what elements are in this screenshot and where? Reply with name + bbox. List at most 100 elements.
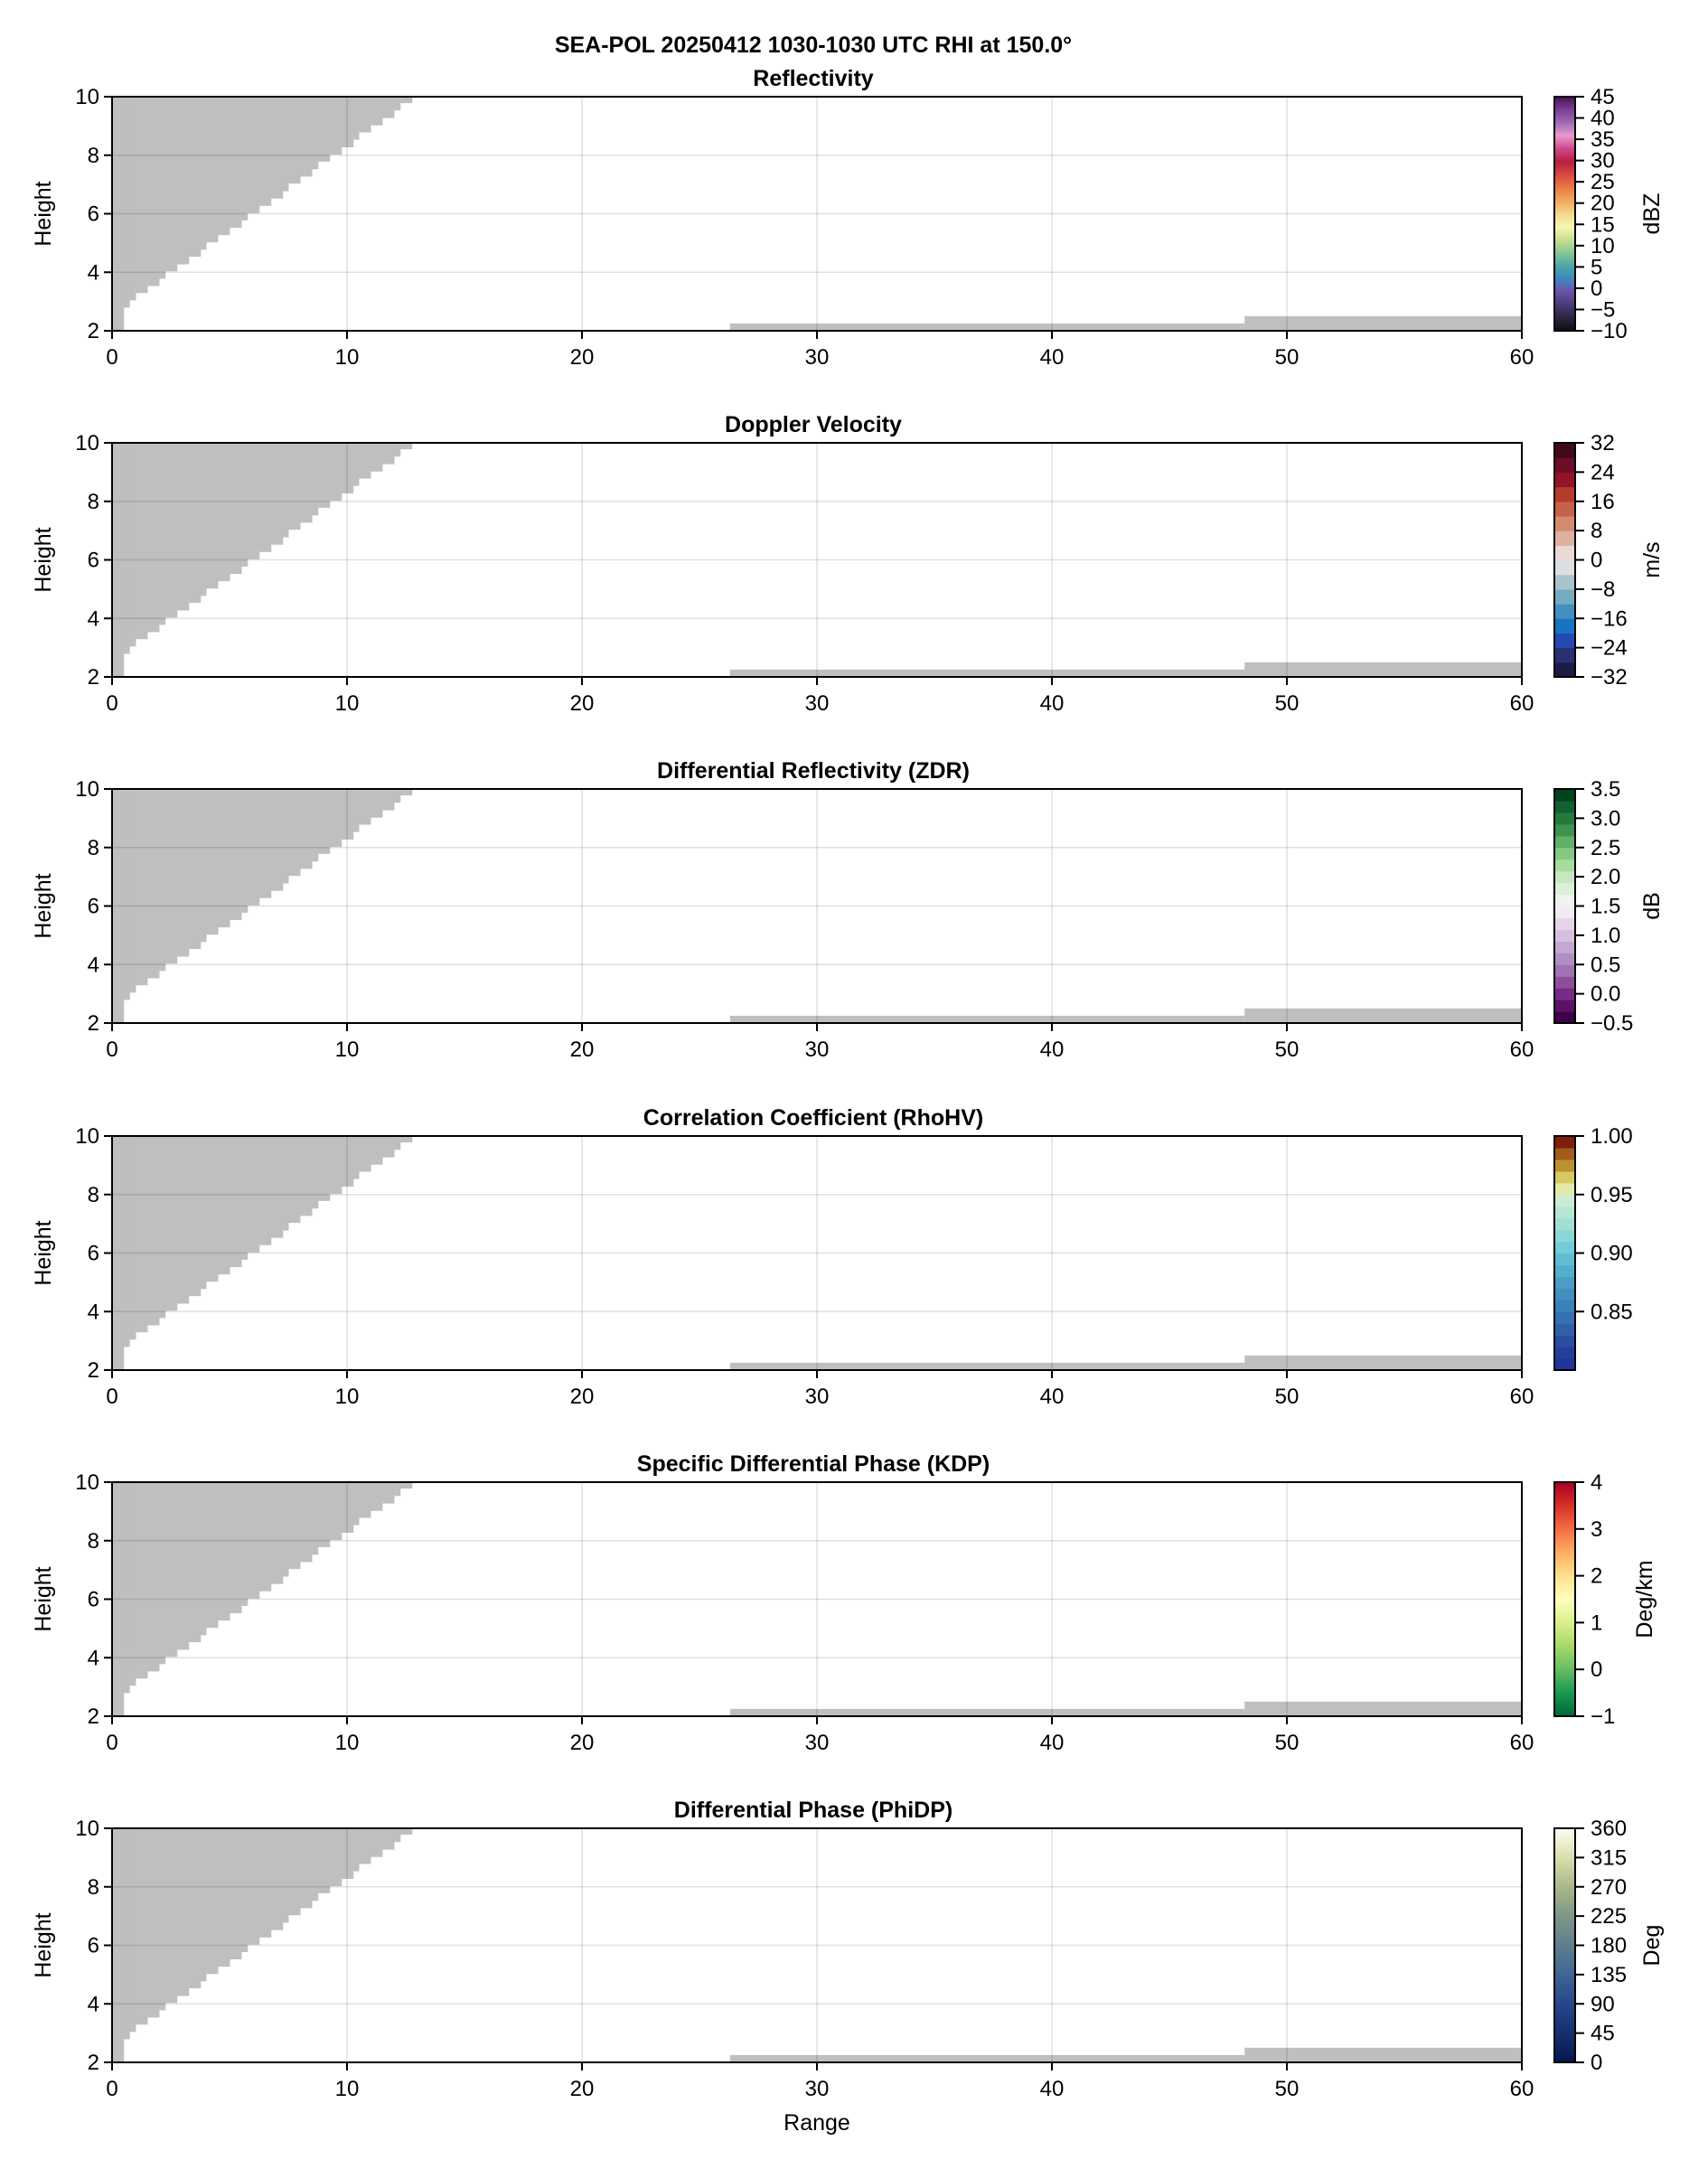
x-tick-label: 60: [1510, 1038, 1534, 1062]
no-data-region: [341, 97, 354, 148]
no-data-region: [136, 443, 148, 640]
no-data-region: [112, 97, 125, 331]
colorbar-bin: [1554, 1194, 1575, 1207]
x-tick-label: 40: [1040, 345, 1065, 370]
y-tick-label: 4: [88, 1992, 99, 2016]
no-data-region: [218, 1482, 230, 1621]
colorbar-bin: [1554, 1288, 1575, 1300]
y-tick-label: 8: [88, 490, 99, 514]
colorbar-bin: [1554, 1000, 1575, 1012]
no-data-region: [123, 1136, 130, 1347]
no-data-region: [312, 1828, 319, 1901]
no-data-region: [230, 1828, 242, 1960]
no-data-region: [352, 1136, 360, 1179]
no-data-region: [159, 1828, 166, 2011]
no-data-region: [164, 1482, 178, 1657]
no-data-region: [371, 443, 383, 472]
no-data-region: [729, 323, 1245, 331]
no-data-region: [399, 443, 413, 450]
colorbar-tick-label: 1: [1591, 1610, 1602, 1635]
colorbar-bin: [1554, 1347, 1575, 1359]
x-tick-label: 40: [1040, 1731, 1065, 1755]
no-data-region: [159, 97, 166, 279]
colorbar-bin: [1554, 882, 1575, 896]
colorbar-tick-label: 8: [1591, 519, 1602, 543]
colorbar-bin: [1554, 953, 1575, 965]
x-tick-label: 20: [570, 2077, 595, 2101]
no-data-region: [288, 1482, 301, 1570]
panel-title: Differential Reflectivity (ZDR): [657, 758, 970, 784]
colorbar-tick-label: 10: [1591, 234, 1615, 258]
no-data-region: [1244, 1355, 1522, 1370]
colorbar-bin: [1554, 588, 1575, 605]
no-data-region: [206, 789, 219, 935]
colorbar-bin: [1554, 443, 1575, 458]
colorbar-tick-label: 25: [1591, 170, 1615, 194]
x-tick-label: 20: [570, 1385, 595, 1409]
x-tick-label: 50: [1275, 1731, 1300, 1755]
no-data-region: [230, 789, 242, 921]
colorbar-tick-label: 2.0: [1591, 865, 1620, 889]
y-tick-label: 10: [75, 1817, 99, 1841]
no-data-region: [300, 443, 313, 523]
no-data-region: [200, 443, 207, 596]
colorbar-bin: [1554, 1253, 1575, 1266]
colorbar-bin: [1554, 1276, 1575, 1289]
colorbar-bin: [1554, 472, 1575, 488]
x-tick-label: 10: [335, 1385, 360, 1409]
colorbar-tick-label: 315: [1591, 1845, 1627, 1870]
no-data-region: [164, 1136, 178, 1311]
no-data-region: [247, 443, 260, 559]
colorbar-bin: [1554, 976, 1575, 989]
no-data-region: [394, 97, 401, 111]
no-data-region: [136, 1828, 148, 2025]
no-data-region: [341, 1828, 354, 1880]
colorbar-bin: [1554, 941, 1575, 953]
no-data-region: [247, 789, 260, 906]
colorbar-tick-label: 0: [1591, 549, 1602, 573]
no-data-region: [282, 443, 289, 538]
no-data-region: [382, 789, 395, 811]
no-data-region: [394, 443, 401, 457]
x-tick-label: 10: [335, 1731, 360, 1755]
no-data-region: [399, 1136, 413, 1143]
no-data-region: [300, 789, 313, 869]
no-data-region: [176, 1482, 190, 1650]
colorbar-bin: [1554, 1147, 1575, 1160]
no-data-region: [382, 1828, 395, 1850]
no-data-region: [218, 97, 230, 236]
no-data-region: [317, 443, 331, 508]
no-data-region: [1244, 662, 1522, 677]
colorbar-tick-label: −16: [1591, 606, 1628, 631]
no-data-region: [341, 1482, 354, 1534]
no-data-region: [200, 1828, 207, 1982]
no-data-region: [200, 1136, 207, 1290]
colorbar-tick-label: 180: [1591, 1934, 1627, 1958]
colorbar-tick-label: 3: [1591, 1517, 1602, 1542]
no-data-region: [258, 1136, 272, 1245]
no-data-region: [371, 1482, 383, 1511]
no-data-region: [282, 789, 289, 884]
colorbar-bin: [1554, 501, 1575, 517]
colorbar-bin: [1554, 917, 1575, 930]
colorbar-tick-label: 0: [1591, 1657, 1602, 1682]
colorbar-bin: [1554, 800, 1575, 813]
colorbar-label: Deg/km: [1632, 1560, 1657, 1638]
colorbar-tick-label: 360: [1591, 1817, 1627, 1841]
y-tick-label: 8: [88, 1529, 99, 1554]
colorbar-tick-label: 2.5: [1591, 836, 1620, 860]
no-data-region: [288, 1136, 301, 1224]
colorbar-bin: [1554, 823, 1575, 837]
no-data-region: [359, 1136, 371, 1172]
no-data-region: [329, 443, 343, 502]
colorbar-bin: [1554, 515, 1575, 531]
y-tick-label: 10: [75, 85, 99, 109]
x-tick-label: 0: [106, 1385, 117, 1409]
colorbar-bin: [1554, 789, 1575, 802]
colorbar-bin: [1554, 1170, 1575, 1184]
no-data-region: [188, 443, 202, 604]
x-tick-label: 0: [106, 1731, 117, 1755]
no-data-region: [112, 443, 125, 677]
no-data-region: [147, 97, 160, 286]
no-data-region: [206, 443, 219, 589]
